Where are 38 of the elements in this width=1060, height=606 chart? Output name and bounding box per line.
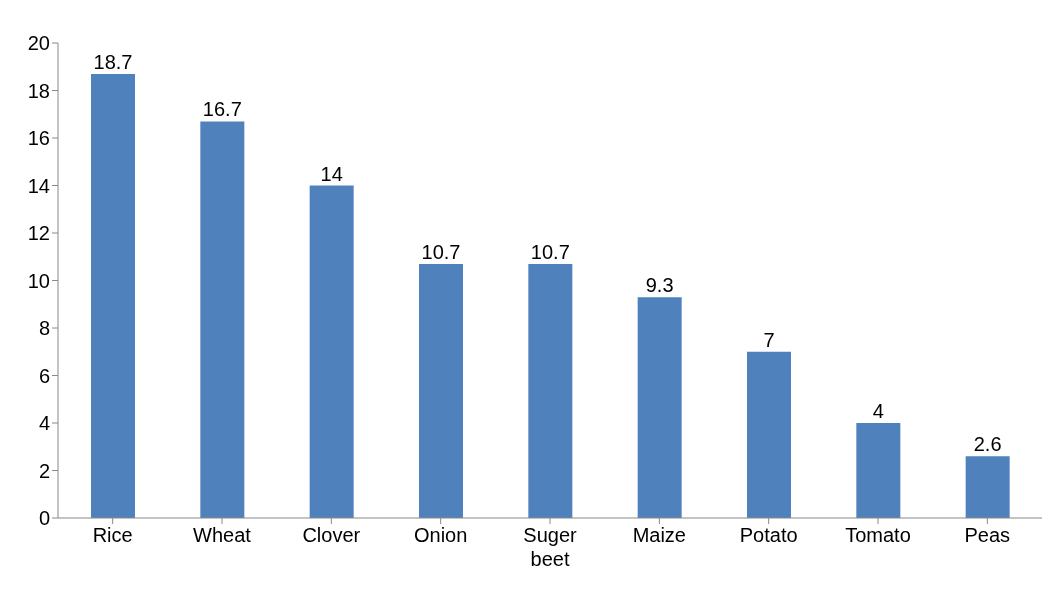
- data-label: 7: [763, 328, 775, 351]
- y-tick-label: 0: [38, 507, 50, 530]
- y-tick-label: 14: [27, 174, 50, 197]
- data-label: 14: [320, 162, 343, 185]
- data-label: 4: [872, 400, 884, 422]
- y-tick-label: 16: [27, 127, 50, 150]
- data-label: 18.7: [93, 50, 133, 73]
- bar: [200, 121, 245, 518]
- data-label: 16.7: [202, 98, 242, 121]
- bar: [309, 185, 354, 518]
- x-tick-label: Maize: [632, 524, 687, 546]
- y-tick-label: 12: [27, 222, 50, 245]
- y-tick-label: 8: [38, 317, 50, 340]
- x-tick-label: Onion: [413, 524, 468, 546]
- data-label: 10.7: [530, 240, 570, 263]
- data-label: 2.6: [973, 433, 1002, 456]
- x-tick-label: Rice: [92, 524, 133, 546]
- y-tick-label: 20: [27, 32, 50, 55]
- bar: [965, 456, 1010, 518]
- bar: [91, 73, 135, 518]
- x-tick-label: Suger beet: [523, 524, 578, 570]
- y-tick-label: 4: [38, 412, 50, 435]
- bar: [637, 297, 682, 518]
- data-label: 10.7: [421, 240, 461, 263]
- x-tick-label: Potato: [739, 524, 798, 546]
- bar: [747, 351, 791, 518]
- x-tick-label: Tomato: [845, 524, 911, 546]
- bar: [419, 263, 463, 518]
- x-tick-label: Wheat: [193, 524, 252, 546]
- y-tick-label: 2: [38, 459, 50, 482]
- data-label: 9.3: [645, 274, 674, 297]
- y-tick-label: 18: [27, 79, 50, 102]
- bar: [856, 423, 901, 518]
- y-tick-label: 10: [27, 269, 50, 292]
- y-tick-label: 6: [38, 364, 50, 387]
- x-tick-label: Clover: [302, 524, 361, 546]
- bar: [528, 263, 573, 518]
- x-tick-label: Peas: [964, 524, 1011, 546]
